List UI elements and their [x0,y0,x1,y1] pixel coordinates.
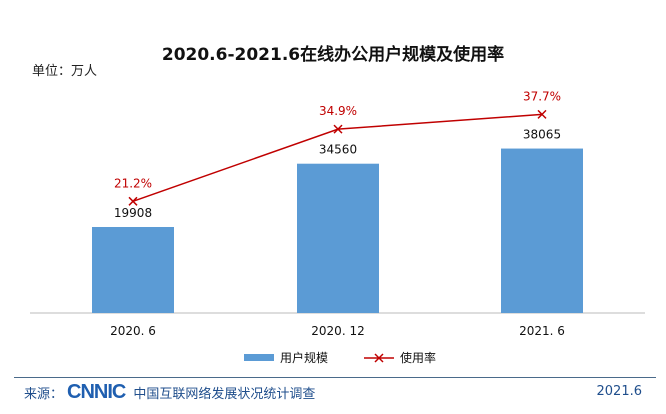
cnnic-logo: CNNIC [67,380,126,403]
footer-divider [14,377,656,378]
bar [92,226,174,313]
line-label: 34.9% [319,104,357,118]
line-label: 37.7% [523,89,561,103]
bar [297,163,379,313]
line-marker [333,124,343,134]
bar-label: 34560 [319,143,357,157]
bar-label: 38065 [523,128,561,142]
footer: 来源： CNNIC 中国互联网络发展状况统计调查 [24,380,316,403]
legend-label: 用户规模 [280,350,328,365]
unit-label: 单位：万人 [32,64,98,79]
bar-label: 19908 [114,206,152,220]
legend-marker [374,353,384,363]
legend-swatch-bar [244,354,274,361]
line-label: 21.2% [114,176,152,190]
x-tick-label: 2020. 6 [110,324,156,338]
legend-label: 使用率 [400,350,436,365]
x-tick-label: 2020. 12 [311,324,364,338]
x-tick-label: 2021. 6 [519,324,565,338]
footer-date: 2021.6 [596,384,643,399]
source-org: 中国互联网络发展状况统计调查 [133,386,316,402]
line-marker [128,196,138,206]
chart-title: 2020.6-2021.6在线办公用户规模及使用率 [161,45,505,65]
bar [501,148,583,313]
source-label: 来源： [24,386,64,402]
line-marker [537,109,547,119]
